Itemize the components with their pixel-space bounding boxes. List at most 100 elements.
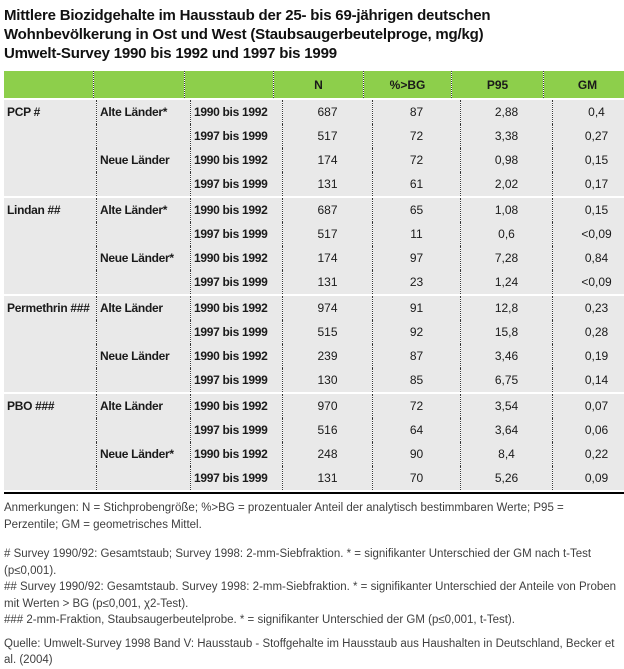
- title-line-1: Mittlere Biozidgehalte im Hausstaub der …: [4, 6, 623, 25]
- header-blank-region: [94, 71, 185, 98]
- cell-region: Neue Länder: [97, 344, 191, 392]
- cell-p95: 0,6: [461, 222, 553, 246]
- cell-pbg: 72: [373, 124, 461, 148]
- cell-region: Alte Länder: [97, 296, 191, 344]
- biocide-table: N %>BG P95 GM PCP # Alte Länder* 1990 bi…: [4, 71, 624, 494]
- footnotes-section: Anmerkungen: N = Stichprobengröße; %>BG …: [4, 500, 623, 669]
- cell-gm: 0,84: [553, 246, 624, 270]
- cell-gm: 0,19: [553, 344, 624, 368]
- header-n: N: [274, 71, 364, 98]
- header-blank-period: [185, 71, 274, 98]
- cell-gm: 0,14: [553, 368, 624, 392]
- cell-n: 239: [283, 344, 373, 368]
- table-group-lindan: Lindan ## Alte Länder* 1990 bis 1992 687…: [4, 198, 624, 294]
- cell-p95: 3,38: [461, 124, 553, 148]
- cell-substance: Lindan ##: [4, 198, 97, 294]
- cell-p95: 2,02: [461, 172, 553, 196]
- cell-n: 248: [283, 442, 373, 466]
- cell-period: 1997 bis 1999: [191, 418, 283, 442]
- table-row: Lindan ## Alte Länder* 1990 bis 1992 687…: [4, 198, 624, 222]
- cell-pbg: 87: [373, 100, 461, 124]
- cell-pbg: 91: [373, 296, 461, 320]
- cell-n: 687: [283, 198, 373, 222]
- cell-pbg: 92: [373, 320, 461, 344]
- table-row: Neue Länder* 1990 bis 1992 248 90 8,4 0,…: [4, 442, 624, 466]
- cell-gm: 0,28: [553, 320, 624, 344]
- cell-period: 1997 bis 1999: [191, 222, 283, 246]
- cell-gm: 0,17: [553, 172, 624, 196]
- header-p95: P95: [452, 71, 544, 98]
- table-row: PBO ### Alte Länder 1990 bis 1992 970 72…: [4, 394, 624, 418]
- cell-period: 1990 bis 1992: [191, 344, 283, 368]
- cell-region: Alte Länder*: [97, 100, 191, 148]
- note-anmerkungen: Anmerkungen: N = Stichprobengröße; %>BG …: [4, 500, 621, 533]
- cell-pbg: 61: [373, 172, 461, 196]
- cell-period: 1997 bis 1999: [191, 172, 283, 196]
- cell-substance: PBO ###: [4, 394, 97, 490]
- cell-n: 687: [283, 100, 373, 124]
- cell-period: 1990 bis 1992: [191, 148, 283, 172]
- source-line: Quelle: Umwelt-Survey 1998 Band V: Hauss…: [4, 636, 621, 669]
- cell-pbg: 90: [373, 442, 461, 466]
- cell-n: 130: [283, 368, 373, 392]
- table-bottom-border: [4, 492, 624, 494]
- cell-period: 1990 bis 1992: [191, 394, 283, 418]
- cell-p95: 5,26: [461, 466, 553, 490]
- cell-pbg: 23: [373, 270, 461, 294]
- cell-period: 1990 bis 1992: [191, 246, 283, 270]
- cell-region: Alte Länder*: [97, 198, 191, 246]
- table-header-row: N %>BG P95 GM: [4, 71, 624, 98]
- title-line-2: Wohnbevölkerung in Ost und West (Staubsa…: [4, 25, 623, 44]
- cell-p95: 6,75: [461, 368, 553, 392]
- cell-n: 174: [283, 148, 373, 172]
- cell-gm: 0,15: [553, 198, 624, 222]
- cell-period: 1990 bis 1992: [191, 100, 283, 124]
- cell-n: 131: [283, 466, 373, 490]
- footnote-2: ## Survey 1990/92: Gesamtstaub. Survey 1…: [4, 579, 621, 612]
- cell-region: Neue Länder: [97, 148, 191, 196]
- cell-region: Alte Länder: [97, 394, 191, 442]
- cell-n: 515: [283, 320, 373, 344]
- cell-p95: 3,46: [461, 344, 553, 368]
- cell-n: 516: [283, 418, 373, 442]
- cell-region: Neue Länder*: [97, 246, 191, 294]
- cell-pbg: 72: [373, 148, 461, 172]
- cell-n: 517: [283, 222, 373, 246]
- cell-p95: 2,88: [461, 100, 553, 124]
- cell-gm: 0,22: [553, 442, 624, 466]
- table-row: PCP # Alte Länder* 1990 bis 1992 687 87 …: [4, 100, 624, 124]
- cell-gm: 0,23: [553, 296, 624, 320]
- cell-p95: 1,08: [461, 198, 553, 222]
- cell-p95: 3,64: [461, 418, 553, 442]
- header-pbg: %>BG: [364, 71, 452, 98]
- table-row: Neue Länder* 1990 bis 1992 174 97 7,28 0…: [4, 246, 624, 270]
- cell-pbg: 97: [373, 246, 461, 270]
- cell-gm: 0,4: [553, 100, 624, 124]
- cell-pbg: 11: [373, 222, 461, 246]
- cell-n: 131: [283, 270, 373, 294]
- cell-p95: 12,8: [461, 296, 553, 320]
- footnote-1: # Survey 1990/92: Gesamtstaub; Survey 19…: [4, 546, 621, 579]
- cell-pbg: 87: [373, 344, 461, 368]
- cell-p95: 0,98: [461, 148, 553, 172]
- cell-substance: Permethrin ###: [4, 296, 97, 392]
- cell-period: 1990 bis 1992: [191, 198, 283, 222]
- header-blank-substance: [4, 71, 94, 98]
- cell-period: 1997 bis 1999: [191, 368, 283, 392]
- cell-gm: <0,09: [553, 270, 624, 294]
- footnote-3: ### 2-mm-Fraktion, Staubsaugerbeutelprob…: [4, 612, 621, 629]
- cell-p95: 1,24: [461, 270, 553, 294]
- cell-period: 1997 bis 1999: [191, 124, 283, 148]
- header-gm: GM: [544, 71, 624, 98]
- cell-gm: 0,15: [553, 148, 624, 172]
- cell-n: 174: [283, 246, 373, 270]
- cell-substance: PCP #: [4, 100, 97, 196]
- cell-n: 970: [283, 394, 373, 418]
- cell-n: 131: [283, 172, 373, 196]
- cell-pbg: 72: [373, 394, 461, 418]
- cell-pbg: 65: [373, 198, 461, 222]
- page-title: Mittlere Biozidgehalte im Hausstaub der …: [4, 6, 623, 63]
- cell-p95: 8,4: [461, 442, 553, 466]
- cell-period: 1997 bis 1999: [191, 320, 283, 344]
- cell-period: 1990 bis 1992: [191, 442, 283, 466]
